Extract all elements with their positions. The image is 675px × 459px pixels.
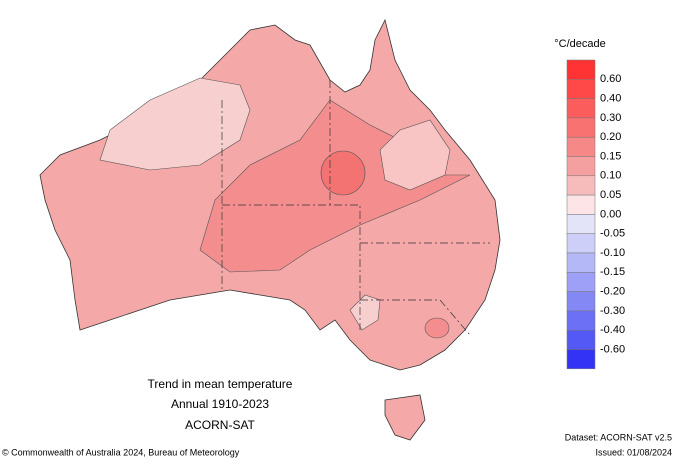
legend-swatch bbox=[566, 349, 596, 370]
legend-swatch bbox=[566, 214, 596, 234]
state-borders bbox=[221, 80, 490, 336]
legend-label: 0.30 bbox=[600, 112, 621, 124]
tasmania bbox=[384, 394, 426, 441]
legend-label: -0.05 bbox=[600, 228, 625, 240]
region-lighter-northwest bbox=[99, 77, 251, 171]
legend-swatch bbox=[566, 79, 596, 99]
legend-swatch bbox=[566, 310, 596, 331]
legend-swatch bbox=[566, 329, 596, 350]
legend-label: 0.05 bbox=[600, 189, 621, 201]
copyright: © Commonwealth of Australia 2024, Bureau… bbox=[2, 447, 240, 457]
map-subtitle: Annual 1910-2023 bbox=[171, 397, 269, 411]
legend-label: 0.10 bbox=[600, 170, 621, 182]
legend-swatch bbox=[566, 59, 596, 80]
region-hotspot bbox=[320, 150, 366, 196]
legend-label: -0.20 bbox=[600, 286, 625, 298]
legend-swatch bbox=[566, 291, 596, 312]
legend-swatch bbox=[566, 117, 596, 138]
map-title: Trend in mean temperature bbox=[148, 377, 293, 391]
legend-label: 0.20 bbox=[600, 131, 621, 143]
legend-label: 0.15 bbox=[600, 150, 621, 162]
region-lighter-east bbox=[379, 119, 451, 191]
legend-label: -0.30 bbox=[600, 305, 625, 317]
legend-label: 0.00 bbox=[600, 208, 621, 220]
legend-swatch bbox=[566, 136, 596, 157]
legend-label: 0.40 bbox=[600, 93, 621, 105]
legend-label: -0.40 bbox=[600, 324, 625, 336]
legend-swatch bbox=[566, 252, 596, 273]
legend-swatch bbox=[566, 98, 596, 119]
dataset-note: Dataset: ACORN-SAT v2.5 bbox=[565, 432, 672, 442]
legend: 0.60 0.40 0.30 0.20 0.15 0.10 0.05 0.00 -0.05 -0.… bbox=[566, 59, 625, 370]
legend-unit: °C/decade bbox=[554, 38, 606, 50]
region-darker-southeast bbox=[424, 317, 450, 339]
australia-map bbox=[39, 18, 501, 441]
legend-label: -0.10 bbox=[600, 247, 625, 259]
map-dataset-name: ACORN-SAT bbox=[185, 418, 255, 432]
legend-label: 0.60 bbox=[600, 73, 621, 85]
legend-swatch bbox=[566, 156, 596, 177]
legend-swatch bbox=[566, 175, 596, 196]
legend-swatch bbox=[566, 194, 596, 215]
legend-label: -0.60 bbox=[600, 343, 625, 355]
issued-date: Issued: 01/08/2024 bbox=[595, 447, 672, 457]
legend-label: -0.15 bbox=[600, 266, 625, 278]
legend-swatch bbox=[566, 233, 596, 254]
legend-swatch bbox=[566, 272, 596, 292]
